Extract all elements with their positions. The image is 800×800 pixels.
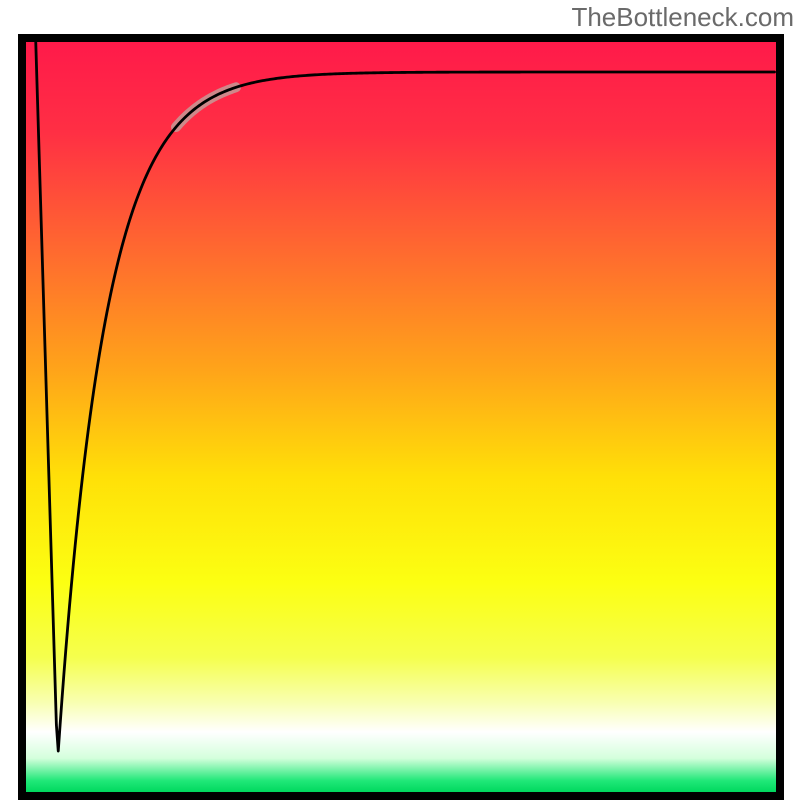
chart-background — [26, 42, 776, 792]
chart-svg — [0, 0, 800, 800]
watermark: TheBottleneck.com — [571, 2, 794, 33]
